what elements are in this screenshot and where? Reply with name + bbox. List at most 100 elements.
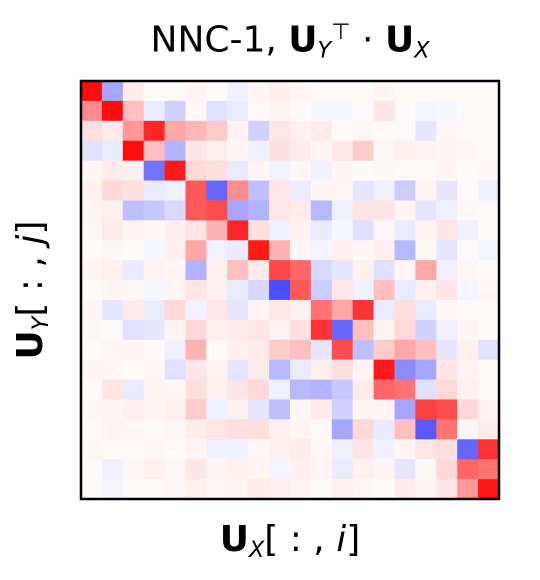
heatmap-cell xyxy=(310,419,333,440)
heatmap-cell xyxy=(394,419,416,440)
heatmap-cell xyxy=(436,120,458,142)
heatmap-cell xyxy=(436,379,458,401)
heatmap-cell xyxy=(122,280,145,301)
heatmap-cell xyxy=(206,140,228,162)
heatmap-cell xyxy=(415,100,437,122)
heatmap-cell xyxy=(81,120,103,142)
heatmap-cell xyxy=(394,160,416,182)
heatmap-cell xyxy=(269,180,291,202)
heatmap-cell xyxy=(436,140,458,162)
heatmap-cell xyxy=(478,479,500,500)
heatmap-cell xyxy=(373,240,396,261)
heatmap-cell xyxy=(248,180,270,202)
heatmap-cell xyxy=(143,160,166,182)
heatmap-cell xyxy=(81,459,103,480)
heatmap-cell xyxy=(394,240,416,261)
heatmap-cell xyxy=(478,399,500,420)
heatmap-cell xyxy=(478,319,500,341)
heatmap-cell xyxy=(122,100,145,122)
heatmap-cell xyxy=(227,81,249,102)
heatmap-cell xyxy=(269,220,291,241)
heatmap-cell xyxy=(331,260,354,281)
heatmap-cell xyxy=(310,120,333,142)
heatmap-cell xyxy=(457,140,479,162)
heatmap-cell xyxy=(101,359,124,381)
heatmap-cell xyxy=(310,100,333,122)
heatmap-cell xyxy=(143,240,166,261)
heatmap-cell xyxy=(227,339,249,361)
heatmap-cell xyxy=(352,359,375,381)
heatmap-cell xyxy=(269,240,291,261)
heatmap-cell xyxy=(310,319,333,341)
heatmap-cell xyxy=(415,359,437,381)
heatmap-cell xyxy=(436,100,458,122)
heatmap-cell xyxy=(122,140,145,162)
heatmap-cell xyxy=(269,160,291,182)
heatmap-cell xyxy=(457,479,479,500)
heatmap-cell xyxy=(185,260,207,281)
heatmap-cell xyxy=(227,419,249,440)
heatmap-cell xyxy=(143,359,166,381)
heatmap-cell xyxy=(185,220,207,241)
heatmap-cell xyxy=(478,280,500,301)
heatmap-cell xyxy=(248,379,270,401)
heatmap-cell xyxy=(415,260,437,281)
heatmap-cell xyxy=(457,220,479,241)
heatmap-cell xyxy=(143,319,166,341)
heatmap-cell xyxy=(373,459,396,480)
heatmap-cell xyxy=(227,220,249,241)
heatmap-cell xyxy=(227,100,249,122)
heatmap-cell xyxy=(206,319,228,341)
heatmap-cell xyxy=(164,399,187,420)
heatmap-cell xyxy=(290,439,312,460)
heatmap-cell xyxy=(101,140,124,162)
heatmap-cell xyxy=(81,240,103,261)
heatmap-cell xyxy=(81,220,103,241)
heatmap-cell xyxy=(227,359,249,381)
heatmap-cell xyxy=(331,439,354,460)
heatmap-cell xyxy=(185,140,207,162)
heatmap-cell xyxy=(269,120,291,142)
heatmap-cell xyxy=(81,479,103,500)
heatmap-cell xyxy=(415,160,437,182)
heatmap-cell xyxy=(373,220,396,241)
heatmap-cell xyxy=(206,120,228,142)
heatmap-cell xyxy=(331,100,354,122)
heatmap-cells xyxy=(81,81,500,500)
heatmap-cell xyxy=(81,100,103,122)
heatmap-cell xyxy=(81,280,103,301)
heatmap-cell xyxy=(331,399,354,420)
heatmap-cell xyxy=(352,439,375,460)
heatmap-cell xyxy=(478,200,500,221)
heatmap-cell xyxy=(478,240,500,261)
heatmap-cell xyxy=(248,240,270,261)
heatmap-cell xyxy=(269,100,291,122)
heatmap-cell xyxy=(206,379,228,401)
heatmap-cell xyxy=(457,359,479,381)
heatmap-cell xyxy=(122,220,145,241)
heatmap-cell xyxy=(185,439,207,460)
heatmap-cell xyxy=(269,359,291,381)
heatmap-cell xyxy=(81,359,103,381)
heatmap-cell xyxy=(227,459,249,480)
heatmap-cell xyxy=(248,100,270,122)
heatmap-cell xyxy=(290,319,312,341)
heatmap-cell xyxy=(164,180,187,202)
heatmap-cell xyxy=(269,479,291,500)
heatmap-cell xyxy=(478,339,500,361)
heatmap-cell xyxy=(206,100,228,122)
heatmap-cell xyxy=(206,81,228,102)
heatmap-cell xyxy=(185,339,207,361)
heatmap-cell xyxy=(310,260,333,281)
heatmap-cell xyxy=(227,399,249,420)
heatmap-cell xyxy=(164,160,187,182)
heatmap-cell xyxy=(185,120,207,142)
heatmap-cell xyxy=(101,240,124,261)
heatmap-cell xyxy=(248,479,270,500)
heatmap-cell xyxy=(310,240,333,261)
heatmap-cell xyxy=(290,399,312,420)
heatmap-cell xyxy=(81,200,103,221)
heatmap-cell xyxy=(122,339,145,361)
heatmap-cell xyxy=(206,260,228,281)
heatmap-cell xyxy=(248,439,270,460)
